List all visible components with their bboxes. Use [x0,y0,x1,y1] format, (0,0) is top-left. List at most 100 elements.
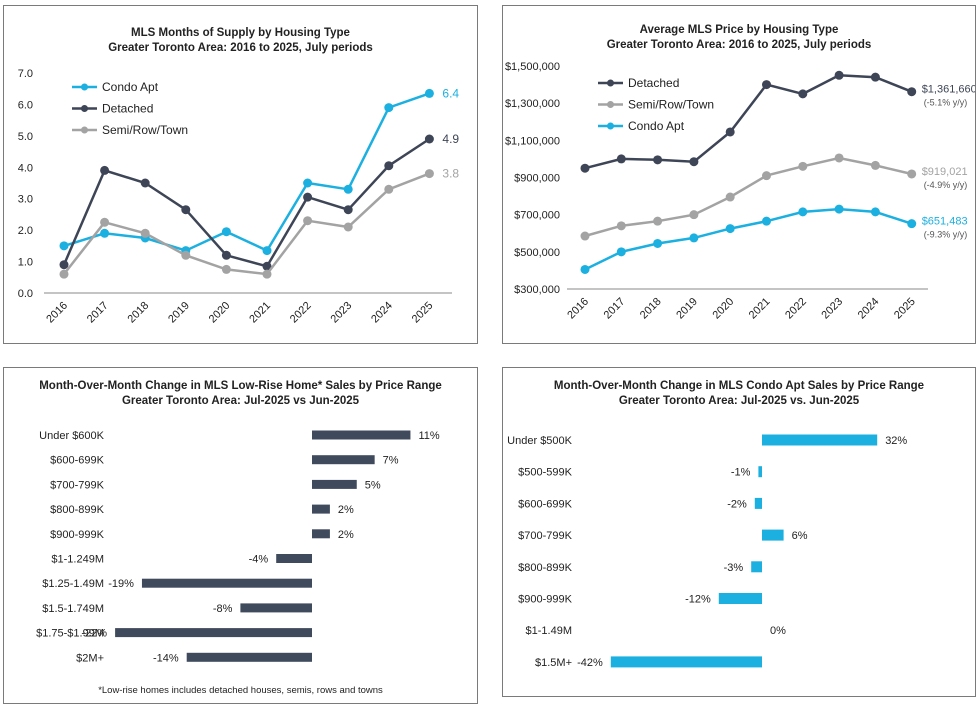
data-point-condo [870,207,880,217]
data-label: -4% [249,554,269,566]
y-tick-label: 3.0 [18,194,33,206]
bar [758,466,762,478]
y-tick-label: 2.0 [18,225,33,237]
chart-subtitle: Greater Toronto Area: Jul-2025 vs. Jun-2… [618,395,860,407]
chart-subtitle: Greater Toronto Area: Jul-2025 vs Jun-20… [121,395,360,407]
bar [115,628,312,638]
x-tick-label: 2024 [856,296,882,322]
data-label: -8% [213,603,233,615]
bar [312,504,330,514]
x-tick-label: 2021 [247,300,273,326]
x-tick-label: 2023 [329,300,355,326]
chart-title: MLS Months of Supply by Housing Type [131,27,350,39]
category-label: $800-899K [50,504,104,516]
data-point-detached [303,192,313,202]
end-label-detached: $1,361,660 [922,84,975,96]
y-tick-label: 7.0 [18,68,33,80]
category-label: $600-699K [50,455,104,467]
data-point-semi [616,221,626,231]
category-label: $700-799K [50,479,104,491]
legend-label-semi: Semi/Row/Town [102,123,188,137]
data-point-condo [725,224,735,234]
x-tick-label: 2020 [711,296,737,322]
data-point-semi [762,171,771,181]
y-tick-label: 1.0 [18,257,33,269]
data-point-detached [580,163,590,173]
data-point-detached [689,157,699,167]
data-point-detached [384,161,394,171]
bar [762,434,878,446]
legend-label-condo: Condo Apt [628,119,685,133]
chart-footnote: *Low-rise homes includes detached houses… [98,685,383,696]
category-label: $900-999K [518,594,572,606]
data-point-condo [262,246,272,256]
x-tick-label: 2021 [747,296,773,322]
data-point-detached [653,155,663,165]
y-tick-label: $1,500,000 [505,61,560,73]
category-label: $600-699K [518,498,572,510]
data-point-semi [580,231,590,241]
series-line-detached [62,137,431,268]
data-point-condo [303,178,313,188]
bar [312,479,357,489]
chart-subtitle: Greater Toronto Area: 2016 to 2025, July… [606,39,872,51]
data-point-detached [140,178,150,188]
bar [312,430,411,440]
data-point-detached [424,134,434,144]
data-point-semi [907,169,917,179]
average-price-plot: $300,000 $500,000 $700,000 $900,000 $1,100,0… [505,61,975,322]
data-point-semi [100,217,110,227]
bar [762,529,784,541]
end-note-detached: (-5.1% y/y) [924,98,968,108]
chart-title: Month-Over-Month Change in MLS Low-Rise … [39,380,442,392]
data-point-condo [762,216,771,226]
data-label: 11% [418,430,439,442]
chart-subtitle: Greater Toronto Area: 2016 to 2025, July… [108,42,373,54]
data-label: -12% [685,594,711,606]
data-label: 2% [338,504,354,516]
legend-label-detached: Detached [102,102,153,116]
category-label: $900-999K [50,529,104,541]
legend-marker-detached [81,105,88,112]
category-label: $800-899K [518,562,572,574]
data-point-condo [907,219,917,229]
category-label: Under $600K [39,430,104,442]
x-tick-label: 2017 [85,300,111,326]
category-label: $1-1.49M [526,625,572,637]
data-point-detached [100,165,110,175]
data-point-condo [653,238,663,248]
data-label: 0% [770,625,786,637]
data-point-condo [424,88,434,98]
legend-label-semi: Semi/Row/Town [628,98,714,112]
legend-marker-semi [607,101,614,108]
x-tick-label: 2020 [207,300,233,326]
legend-marker-semi [81,126,88,134]
data-point-detached [616,154,626,164]
data-label: -19% [108,578,134,590]
bar [312,455,375,465]
category-label: $1.5-1.749M [42,603,104,615]
data-point-condo [384,103,394,113]
data-point-condo [59,241,69,251]
end-label-detached: 4.9 [442,132,459,146]
data-point-detached [907,87,917,97]
series-line-semi [584,156,912,238]
bar [751,561,762,573]
data-point-semi [384,184,394,194]
category-label: $500-599K [518,467,572,479]
series-line-condo [584,207,913,271]
bar [141,578,312,588]
data-point-semi [834,153,844,163]
x-tick-label: 2016 [44,300,70,326]
data-point-semi [689,210,699,220]
data-point-semi [798,161,808,171]
x-tick-label: 2023 [819,296,845,322]
category-label: $1.75-$1.99M [36,628,104,640]
lowrise-sales-change-plot: Under $600K 11% $600-699K 7% $700-799K 5% $800… [36,430,440,664]
x-tick-label: 2018 [126,300,152,326]
series-line-condo [63,92,430,253]
average-price-chart: Average MLS Price by Housing Type Greate… [502,5,976,344]
data-point-detached [59,260,69,270]
end-label-semi: $919,021 [922,166,968,178]
data-point-semi [221,264,231,274]
